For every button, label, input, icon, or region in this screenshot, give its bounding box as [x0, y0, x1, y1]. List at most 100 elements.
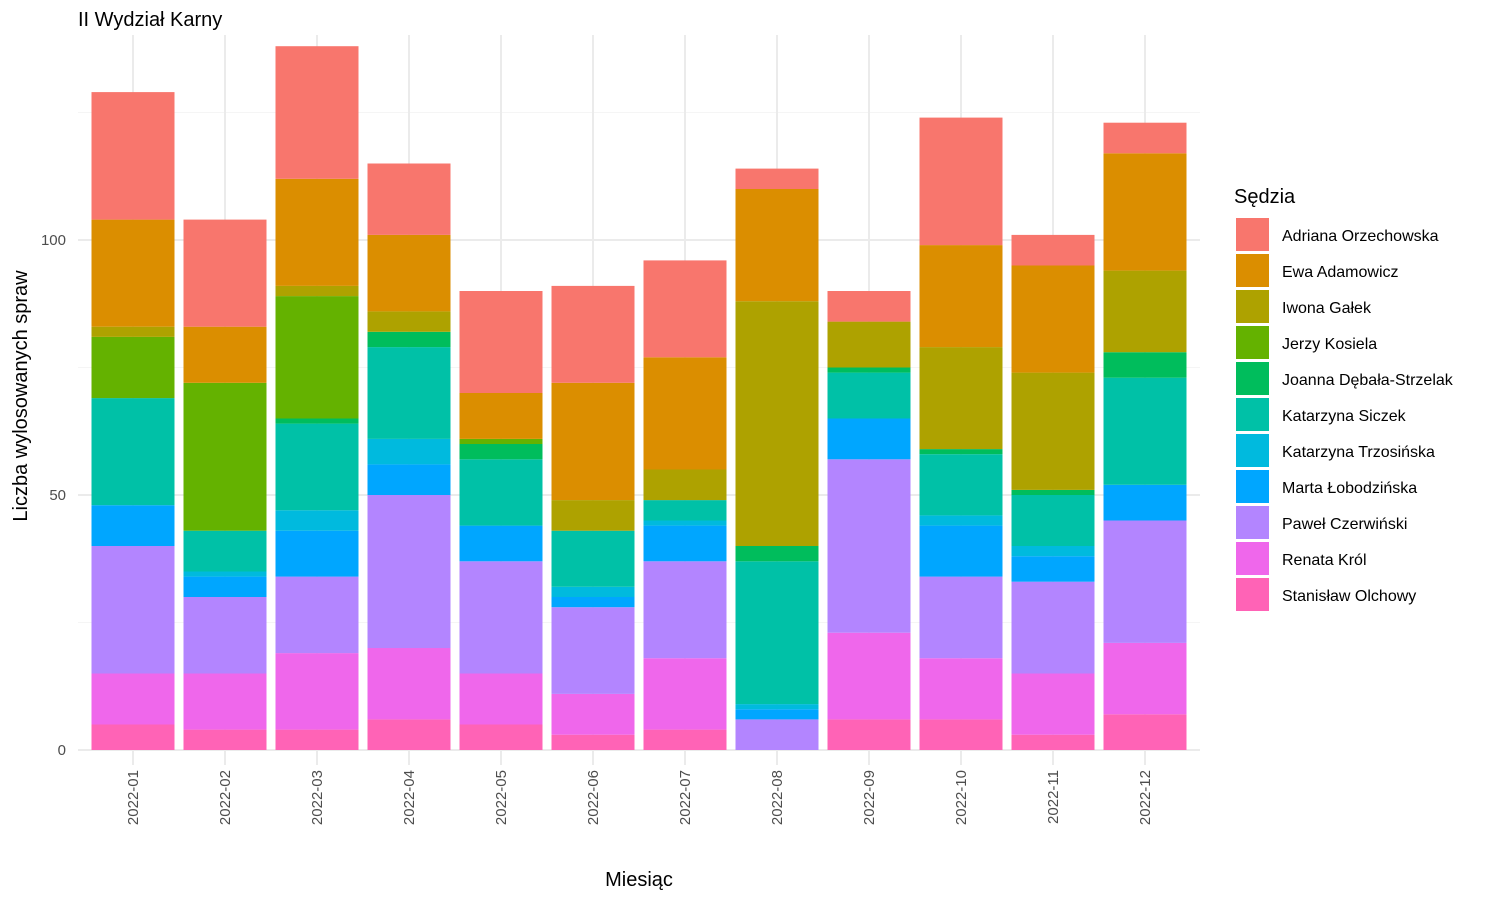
- legend-label: Katarzyna Trzosińska: [1282, 444, 1435, 461]
- legend-swatch: [1236, 578, 1269, 611]
- bar-segment: [275, 46, 359, 179]
- bar-segment: [459, 673, 543, 725]
- bar-segment: [735, 301, 819, 546]
- legend-swatch: [1236, 218, 1269, 251]
- legend-swatch: [1236, 398, 1269, 431]
- bar-segment: [551, 586, 635, 597]
- x-tick-label: 2022-05: [493, 770, 510, 825]
- bar-segment: [275, 296, 359, 419]
- y-axis-title: Liczba wylosowanych spraw: [10, 270, 32, 522]
- bar-segment: [919, 658, 1003, 720]
- bar-segment: [183, 382, 267, 531]
- bar-segment: [459, 724, 543, 750]
- x-tick-label: 2022-07: [677, 770, 694, 825]
- bar-segment: [91, 505, 175, 546]
- bar-segment: [183, 576, 267, 597]
- x-tick-label: 2022-01: [125, 770, 142, 825]
- bar-segment: [459, 438, 543, 444]
- bar-segment: [551, 734, 635, 750]
- bar-segment: [275, 653, 359, 730]
- bar-segment: [735, 704, 819, 710]
- bar-segment: [643, 520, 727, 526]
- bar-segment: [919, 515, 1003, 526]
- legend-label: Katarzyna Siczek: [1282, 408, 1407, 425]
- legend-label: Renata Król: [1282, 552, 1367, 569]
- legend-label: Iwona Gałek: [1282, 300, 1372, 317]
- legend: Sędzia Adriana Orzechowska Ewa Adamowicz I…: [1234, 186, 1454, 611]
- x-tick-label: 2022-04: [401, 770, 418, 825]
- x-tick-label: 2022-11: [1045, 770, 1062, 824]
- bar-segment: [183, 326, 267, 383]
- legend-swatch: [1236, 254, 1269, 287]
- bar-segment: [91, 546, 175, 674]
- bar-segment: [1011, 234, 1095, 266]
- bar-segment: [275, 418, 359, 424]
- bar-segment: [367, 347, 451, 439]
- bar-segment: [91, 673, 175, 725]
- bar-segment: [919, 454, 1003, 516]
- bar-segment: [643, 469, 727, 501]
- bar-segment: [459, 459, 543, 526]
- bar-segment: [919, 719, 1003, 750]
- bar-segment: [1011, 734, 1095, 750]
- bar-segment: [1103, 270, 1187, 353]
- legend-label: Paweł Czerwiński: [1282, 516, 1407, 533]
- bar-segment: [1011, 495, 1095, 546]
- bar-segment: [91, 92, 175, 220]
- x-tick-labels: 2022-01 2022-02 2022-03 2022-04 2022-05 2022-…: [125, 770, 1154, 825]
- bar-segment: [551, 285, 635, 383]
- bar-segment: [1103, 377, 1187, 485]
- x-tick-label: 2022-08: [769, 770, 786, 825]
- legend-label: Jerzy Kosiela: [1282, 336, 1377, 353]
- bar-segment: [551, 500, 635, 531]
- y-tick-labels: 0 50 100: [41, 232, 66, 759]
- legend-swatch: [1236, 434, 1269, 467]
- bar-segment: [1103, 352, 1187, 378]
- bar-segment: [735, 561, 819, 705]
- bar-segment: [367, 331, 451, 348]
- bar-segment: [275, 576, 359, 654]
- bar-segment: [551, 530, 635, 587]
- bar-segment: [643, 729, 727, 750]
- bar-segment: [459, 444, 543, 460]
- bar-segment: [367, 719, 451, 750]
- y-tick-label: 0: [58, 742, 66, 759]
- bar-segment: [643, 500, 727, 521]
- bar-segment: [459, 393, 543, 439]
- bar-segment: [91, 724, 175, 750]
- bar-segment: [1103, 122, 1187, 154]
- legend-swatch: [1236, 326, 1269, 359]
- bar-segment: [367, 495, 451, 648]
- legend-swatch: [1236, 506, 1269, 539]
- bar-segment: [551, 693, 635, 735]
- legend-label: Ewa Adamowicz: [1282, 264, 1399, 281]
- bar-segment: [643, 357, 727, 470]
- legend-label: Marta Łobodzińska: [1282, 480, 1417, 497]
- bar-segment: [919, 245, 1003, 348]
- bar-segment: [643, 525, 727, 562]
- bar-segment: [275, 423, 359, 511]
- bar-segment: [183, 219, 267, 327]
- legend-title: Sędzia: [1234, 186, 1296, 208]
- x-tick-label: 2022-03: [309, 770, 326, 825]
- bar-segment: [827, 632, 911, 720]
- bar-segment: [459, 525, 543, 562]
- legend-label: Joanna Dębała-Strzelak: [1282, 372, 1454, 389]
- bar-segment: [1011, 546, 1095, 557]
- bar-segment: [735, 709, 819, 720]
- bar-segment: [367, 438, 451, 465]
- bar-segment: [275, 178, 359, 286]
- y-tick-label: 50: [49, 487, 66, 504]
- chart-title: II Wydział Karny: [78, 9, 222, 31]
- bar-segment: [367, 464, 451, 495]
- x-tick-label: 2022-02: [217, 770, 234, 825]
- bar-segment: [367, 311, 451, 332]
- bar-segment: [827, 321, 911, 368]
- bar-segment: [827, 367, 911, 373]
- bar-segment: [643, 561, 727, 659]
- bar-segment: [1103, 714, 1187, 750]
- bar-segment: [275, 285, 359, 297]
- bar-segment: [643, 260, 727, 358]
- bar-segment: [91, 219, 175, 327]
- bar-segment: [735, 189, 819, 302]
